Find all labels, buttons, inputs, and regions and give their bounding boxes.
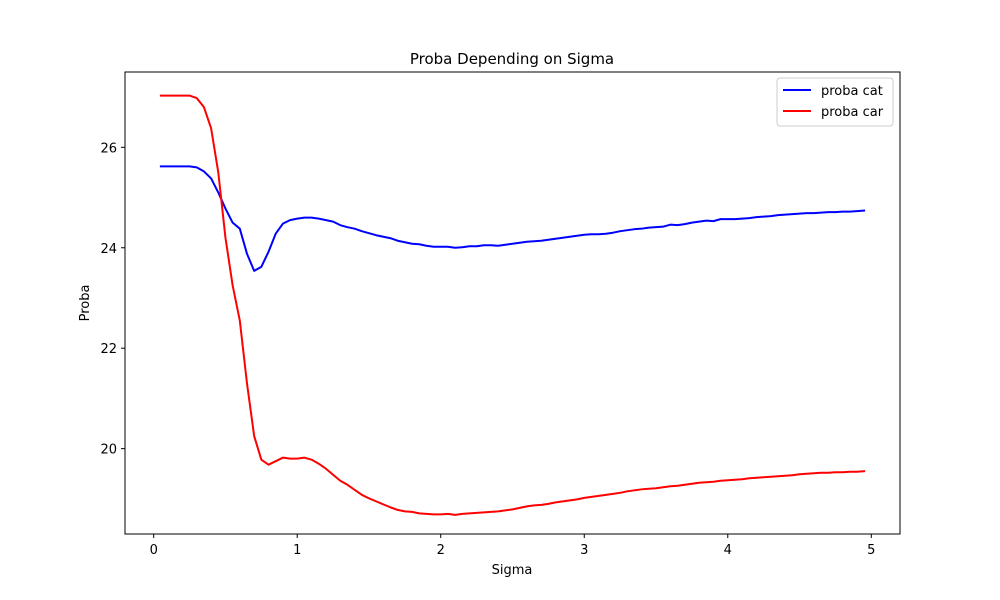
- y-tick-label-2: 24: [100, 242, 117, 257]
- x-axis-ticks: 0 1 2 3 4 5: [150, 534, 875, 558]
- y-tick-label-0: 20: [100, 443, 117, 458]
- y-tick-label-3: 26: [100, 141, 117, 156]
- y-axis-label: Proba: [78, 285, 93, 322]
- x-tick-label-2: 2: [437, 543, 445, 558]
- axes-frame: [124, 71, 901, 535]
- x-tick-label-4: 4: [724, 543, 732, 558]
- y-axis-ticks: 20 22 24 26: [100, 141, 125, 458]
- legend-label-0: proba cat: [821, 84, 883, 99]
- chart-title: Proba Depending on Sigma: [410, 50, 614, 68]
- x-axis-label: Sigma: [492, 563, 533, 578]
- x-tick-label-5: 5: [867, 543, 875, 558]
- series-line-1: [159, 94, 866, 516]
- legend: proba cat proba car: [776, 77, 894, 127]
- x-tick-label-1: 1: [293, 543, 301, 558]
- y-tick-label-1: 22: [100, 342, 117, 357]
- x-tick-label-0: 0: [150, 543, 158, 558]
- legend-label-1: proba car: [821, 105, 884, 120]
- x-tick-label-3: 3: [580, 543, 588, 558]
- series-line-0: [159, 165, 866, 272]
- plot-area: [159, 94, 866, 516]
